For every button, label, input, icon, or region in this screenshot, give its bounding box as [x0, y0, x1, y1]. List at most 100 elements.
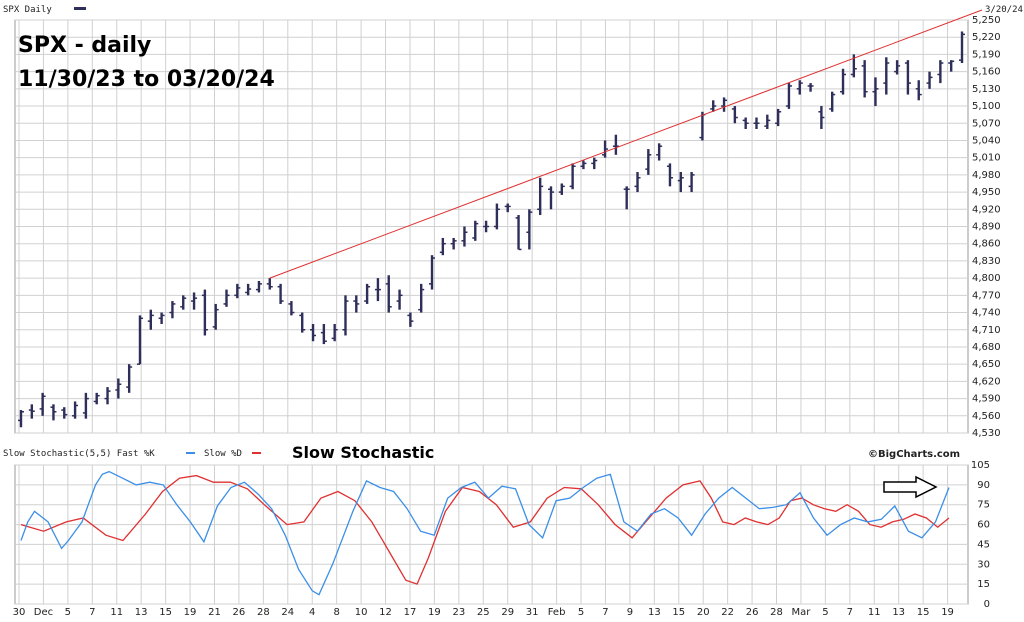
- price-bar: [504, 203, 511, 213]
- price-bar: [418, 283, 425, 313]
- price-bar: [61, 407, 68, 419]
- x-tick-label: 20: [697, 607, 710, 618]
- price-bar: [645, 149, 652, 175]
- price-y-tick: 4,710: [972, 325, 1001, 336]
- price-bar: [742, 117, 749, 129]
- x-tick-label: 23: [452, 607, 465, 618]
- x-tick-label: 13: [135, 607, 148, 618]
- x-tick-label: 11: [868, 607, 881, 618]
- price-bar: [310, 324, 317, 342]
- price-bar: [115, 378, 122, 399]
- x-tick-label: Dec: [34, 607, 53, 618]
- x-tick-label: 17: [404, 607, 417, 618]
- price-bar: [191, 292, 198, 310]
- stoch-grid: [14, 464, 969, 605]
- date-label: 3/20/24: [985, 5, 1023, 15]
- x-tick-label: 19: [941, 607, 954, 618]
- price-bar: [331, 324, 338, 342]
- price-bar: [439, 237, 446, 256]
- stoch-y-tick: 75: [977, 500, 990, 511]
- price-y-tick: 4,800: [972, 273, 1001, 284]
- price-bar: [450, 237, 457, 250]
- price-y-tick: 5,160: [972, 67, 1001, 78]
- price-bar: [829, 91, 836, 112]
- x-tick-label: 15: [917, 607, 930, 618]
- price-bar: [872, 77, 879, 107]
- price-bar: [807, 83, 814, 92]
- stoch-title: Slow Stochastic: [292, 443, 434, 462]
- x-tick-label: 19: [428, 607, 441, 618]
- x-tick-label: 7: [89, 607, 95, 618]
- price-bar: [385, 275, 392, 313]
- price-bar: [82, 392, 89, 419]
- stoch-y-tick: 60: [977, 520, 990, 531]
- stoch-y-tick: 105: [971, 460, 990, 471]
- x-tick-label: 13: [648, 607, 661, 618]
- stoch-y-tick: 45: [977, 539, 990, 550]
- price-bar: [580, 160, 587, 170]
- x-tick-label: 8: [333, 607, 339, 618]
- price-y-tick: 4,560: [972, 411, 1001, 422]
- price-bar: [547, 186, 554, 210]
- x-tick-label: 19: [184, 607, 197, 618]
- x-tick-label: 5: [65, 607, 71, 618]
- price-y-tick: 4,980: [972, 170, 1001, 181]
- price-y-tick: 4,890: [972, 222, 1001, 233]
- price-bar: [320, 324, 327, 345]
- stoch-legend2: Slow %D: [204, 449, 242, 459]
- price-bar: [299, 312, 306, 333]
- x-tick-label: 31: [526, 607, 539, 618]
- price-bar: [666, 163, 673, 187]
- price-bar: [374, 278, 381, 302]
- price-bar: [353, 295, 360, 313]
- x-tick-label: Feb: [548, 607, 566, 618]
- x-tick-label: 11: [110, 607, 123, 618]
- fast-k-line: [20, 470, 950, 596]
- price-bar: [212, 303, 219, 330]
- price-bar: [569, 163, 576, 190]
- price-bar: [277, 283, 284, 304]
- price-bar: [234, 283, 241, 299]
- price-y-tick: 5,100: [972, 101, 1001, 112]
- price-bar: [915, 80, 922, 101]
- price-bar: [288, 301, 295, 316]
- x-tick-label: Mar: [792, 607, 812, 618]
- stoch-y-tick: 0: [984, 599, 990, 610]
- price-bar: [840, 68, 847, 95]
- price-y-tick: 5,040: [972, 135, 1001, 146]
- price-y-tick: 4,860: [972, 239, 1001, 250]
- x-tick-label: 22: [721, 607, 734, 618]
- price-y-tick: 4,680: [972, 342, 1001, 353]
- price-bar: [937, 60, 944, 84]
- x-tick-label: 12: [379, 607, 392, 618]
- price-y-tick: 5,070: [972, 118, 1001, 129]
- price-bar: [158, 312, 165, 325]
- brand-label: ©BigCharts.com: [868, 449, 960, 460]
- stoch-legend: Slow Stochastic(5,5) Fast %K: [3, 449, 155, 459]
- x-tick-label: 30: [13, 607, 26, 618]
- price-bar: [429, 255, 436, 290]
- price-bar: [39, 392, 46, 416]
- title-line1: SPX - daily: [18, 33, 151, 58]
- price-bar: [904, 60, 911, 95]
- price-bar: [688, 172, 695, 193]
- price-y-tick: 4,950: [972, 187, 1001, 198]
- slow-d-swatch: [252, 452, 261, 454]
- x-tick-label: 5: [578, 607, 584, 618]
- price-bar: [623, 186, 630, 210]
- price-bar: [18, 410, 24, 428]
- price-bar: [526, 209, 533, 250]
- price-bar: [883, 57, 890, 95]
- price-bar: [612, 134, 619, 155]
- price-y-tick: 5,010: [972, 153, 1001, 164]
- price-bar: [818, 106, 825, 129]
- price-bar: [245, 283, 252, 296]
- price-bar: [364, 283, 371, 304]
- x-tick-label: 13: [892, 607, 905, 618]
- price-bar: [861, 60, 868, 98]
- price-bar: [169, 301, 176, 319]
- x-tick-label: 28: [257, 607, 270, 618]
- stoch-y-tick: 30: [977, 559, 990, 570]
